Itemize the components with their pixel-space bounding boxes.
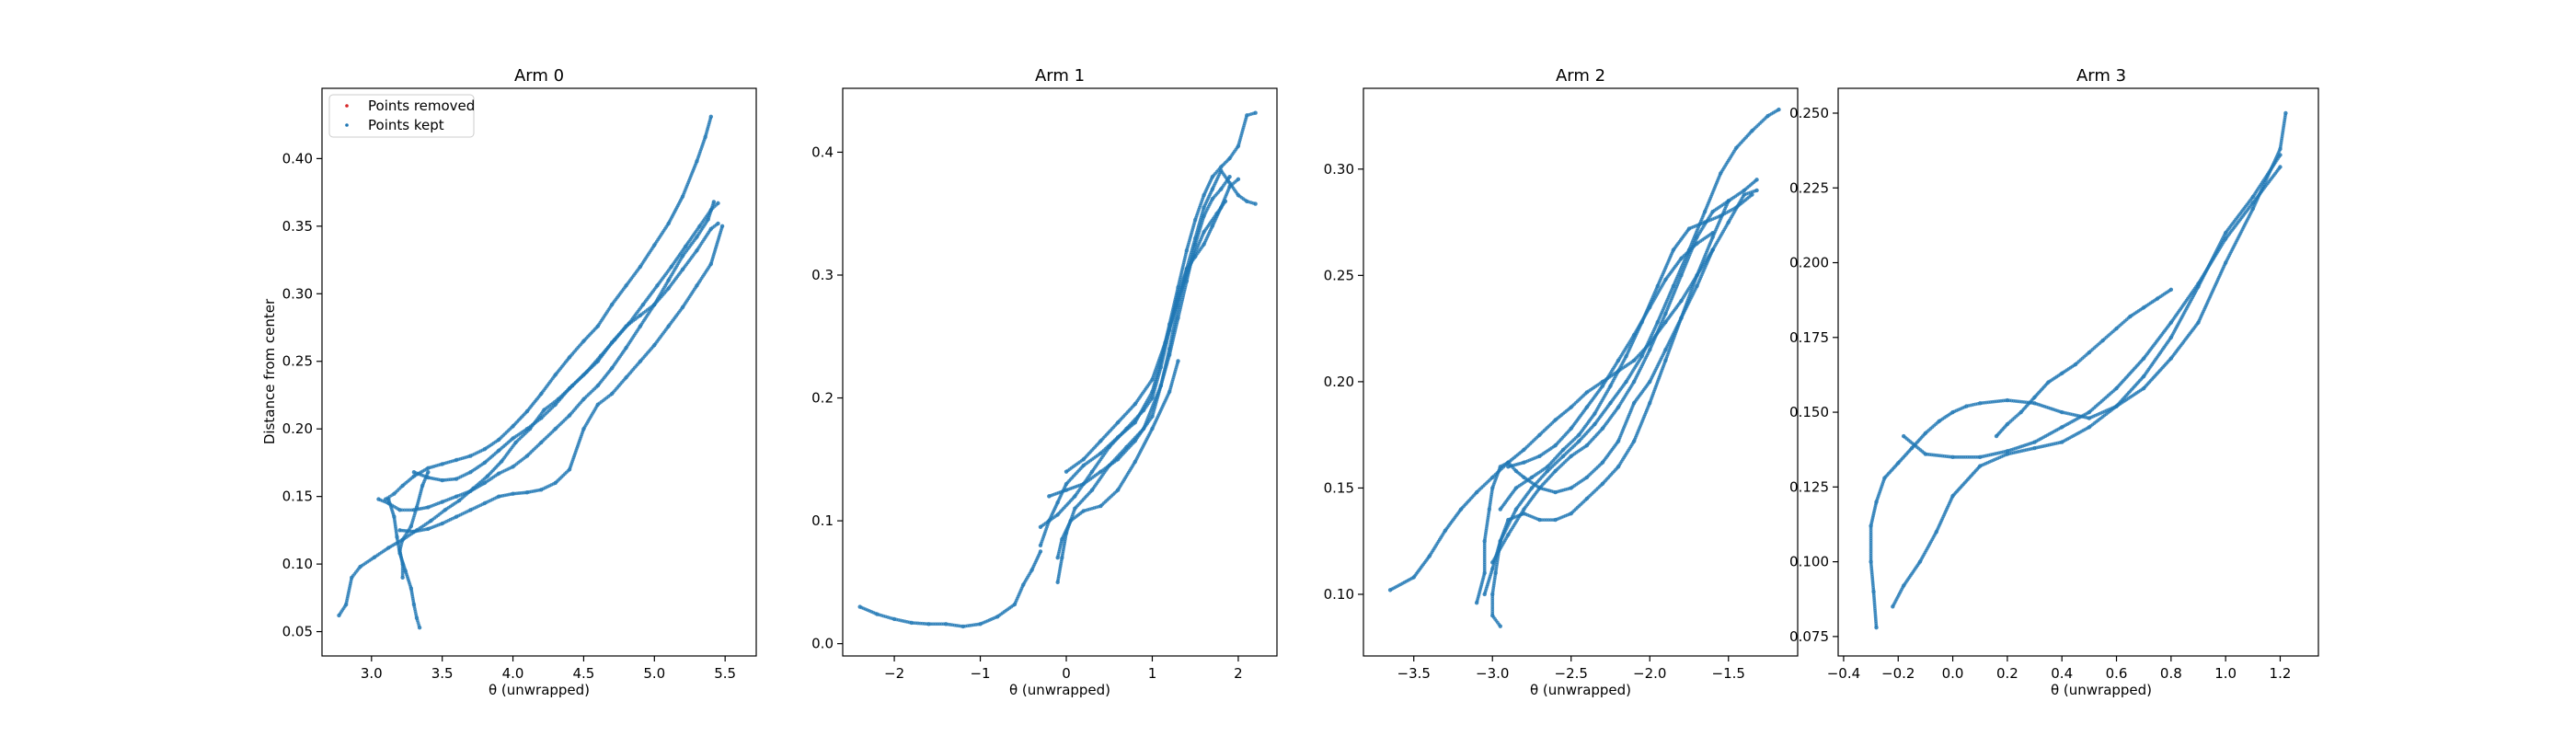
data-point	[1176, 359, 1180, 363]
x-tick-label: −1	[970, 665, 990, 682]
legend-box	[328, 94, 475, 138]
y-tick-label: 0.0	[811, 636, 834, 652]
y-tick-label: 0.35	[282, 218, 313, 235]
legend-marker-removed	[345, 104, 349, 108]
data-point	[2278, 153, 2283, 157]
legend-marker-kept	[345, 123, 349, 127]
x-tick-label: 5.0	[643, 665, 665, 682]
x-tick-label: −3.5	[1397, 665, 1431, 682]
panel-arm-1: Arm 1 −2 −1 0 1 2 0.0 0.1 0.2 0.3 0.4 θ (unwrapp…	[811, 66, 1278, 698]
panel-title: Arm 1	[1035, 66, 1085, 86]
y-tick-label: 0.1	[811, 512, 834, 529]
x-tick-label: 1	[1148, 665, 1157, 682]
x-axis-label: θ (unwrapped)	[1009, 682, 1110, 698]
panel-title: Arm 3	[2076, 66, 2126, 86]
data-point	[1227, 174, 1232, 179]
data-point	[719, 224, 725, 229]
plot-area	[337, 114, 725, 630]
data-point	[1754, 188, 1759, 193]
y-tick-label: 0.10	[1324, 586, 1354, 603]
series-6	[397, 470, 431, 580]
x-tick-label: −2.0	[1633, 665, 1666, 682]
data-point	[708, 114, 714, 120]
y-tick-label: 0.20	[1324, 374, 1354, 390]
y-tick-label: 0.25	[1324, 267, 1354, 283]
data-point	[426, 470, 431, 475]
x-tick-label: −1.5	[1712, 665, 1745, 682]
legend: Points removed Points kept	[328, 94, 475, 138]
y-tick-label: 0.15	[282, 489, 313, 505]
data-point	[1038, 549, 1043, 554]
data-point	[1236, 177, 1241, 182]
axes-frame	[321, 87, 757, 657]
data-point	[1777, 107, 1781, 112]
y-tick-label: 0.3	[811, 267, 834, 283]
data-point	[1223, 199, 1228, 204]
panel-title: Arm 0	[514, 66, 564, 86]
y-tick-label: 0.30	[1324, 161, 1354, 178]
x-axis-label: θ (unwrapped)	[1530, 682, 1631, 698]
data-point	[716, 201, 720, 206]
y-axis: 0.05 0.10 0.15 0.20 0.25 0.30 0.35 0.40	[282, 150, 322, 640]
y-tick-label: 0.40	[282, 150, 313, 167]
x-tick-label: −2	[884, 665, 904, 682]
x-tick-label: 5.5	[714, 665, 736, 682]
x-tick-label: 3.0	[361, 665, 383, 682]
legend-label-kept: Points kept	[368, 117, 444, 133]
x-tick-label: 3.5	[431, 665, 454, 682]
x-axis: 3.0 3.5 4.0 4.5 5.0 5.5	[361, 656, 736, 682]
series-2	[376, 200, 717, 512]
y-tick-label: 0.4	[811, 144, 834, 160]
y-tick-label: 0.30	[282, 285, 313, 302]
series-0	[857, 549, 1043, 629]
y-tick-label: 0.05	[282, 624, 313, 640]
data-point	[1726, 199, 1731, 203]
legend-label-removed: Points removed	[368, 98, 475, 114]
y-tick-label: 0.2	[811, 390, 834, 407]
data-point	[1253, 201, 1258, 206]
x-axis-label: θ (unwrapped)	[489, 682, 590, 698]
data-point	[2283, 110, 2288, 116]
data-point	[1710, 247, 1715, 252]
series-3	[411, 221, 720, 483]
x-tick-label: 2	[1234, 665, 1243, 682]
y-tick-label: 0.10	[282, 556, 313, 572]
plot-area	[857, 110, 1258, 629]
y-tick-label: 0.25	[282, 353, 313, 370]
y-axis-label: Distance from center	[261, 298, 278, 444]
data-point	[386, 497, 391, 501]
x-tick-label: −2.5	[1555, 665, 1588, 682]
x-tick-label: −3.0	[1476, 665, 1509, 682]
data-point	[1754, 178, 1759, 182]
y-tick-label: 0.20	[282, 420, 313, 437]
data-point	[1750, 192, 1754, 197]
y-tick-label: 0.15	[1324, 479, 1354, 496]
data-point	[711, 200, 717, 204]
data-point	[716, 221, 720, 226]
x-tick-label: 4.0	[502, 665, 524, 682]
panel-title: Arm 2	[1556, 66, 1605, 86]
panel-arm-0: Arm 0 3.0 3.5 4.0 4.5 5.0 5.5 0.05 0.10 0.15 0.2…	[261, 66, 757, 698]
data-point	[1253, 110, 1258, 115]
x-tick-label: 0	[1062, 665, 1071, 682]
x-tick-label: 4.5	[573, 665, 595, 682]
